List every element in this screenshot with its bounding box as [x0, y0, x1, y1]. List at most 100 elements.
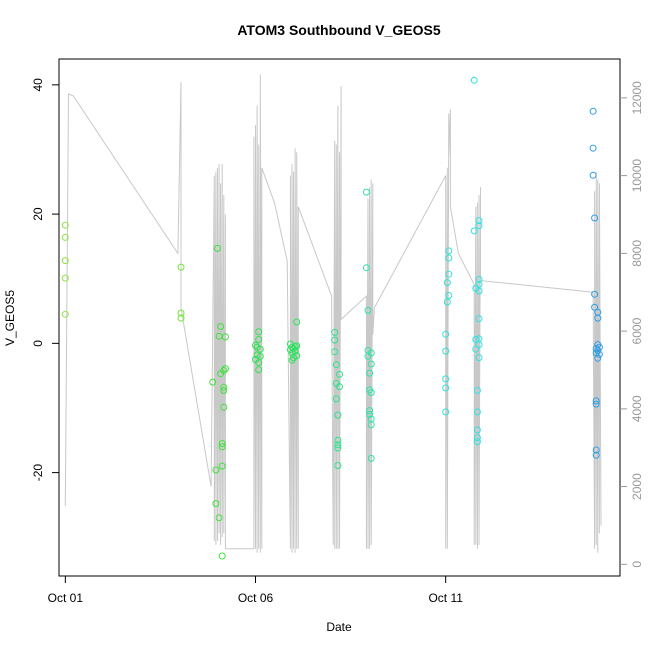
data-point — [177, 309, 185, 317]
data-point — [475, 275, 483, 283]
data-point — [364, 306, 372, 314]
data-point — [443, 298, 451, 306]
y-tick-label: 20 — [31, 207, 45, 221]
data-point — [591, 214, 599, 222]
y2-tick-label: 12000 — [630, 81, 644, 115]
data-point — [470, 227, 478, 235]
data-point — [61, 310, 69, 318]
data-point — [367, 421, 375, 429]
data-point — [362, 264, 370, 272]
data-point — [367, 360, 375, 368]
data-point — [589, 144, 597, 152]
data-point — [253, 351, 261, 359]
data-point — [255, 366, 263, 374]
data-point — [331, 336, 339, 344]
data-point — [475, 315, 483, 323]
data-point — [442, 347, 450, 355]
data-point — [293, 342, 301, 350]
data-point — [445, 292, 453, 299]
data-point — [255, 336, 263, 343]
data-point — [220, 367, 228, 374]
y-axis-label: V_GEOS5 — [3, 290, 17, 346]
x-tick-label: Oct 01 — [48, 591, 84, 605]
data-point — [592, 397, 600, 405]
x-tick-label: Oct 11 — [428, 591, 463, 605]
data-point — [442, 330, 450, 338]
data-point — [255, 359, 263, 367]
x-tick-label: Oct 06 — [238, 591, 274, 605]
data-point — [589, 171, 597, 179]
data-point — [334, 462, 342, 469]
data-point — [331, 328, 339, 336]
data-point — [445, 247, 453, 255]
data-point — [362, 188, 370, 196]
data-point — [334, 441, 342, 449]
y2-axis: 0 2000 4000 6000 8000 10000 12000 — [620, 81, 644, 568]
chart-title: ATOM3 Southbound V_GEOS5 — [237, 22, 440, 38]
data-point — [475, 287, 483, 295]
data-point — [252, 341, 259, 349]
data-point — [591, 290, 599, 298]
data-point — [218, 440, 226, 447]
data-point — [220, 387, 228, 394]
data-point — [592, 400, 600, 408]
data-point — [215, 514, 223, 522]
x-axis: Oct 01 Oct 06 Oct 11 — [48, 576, 463, 605]
data-point — [442, 375, 450, 383]
trace-layer — [64, 74, 602, 553]
data-point — [293, 352, 301, 360]
data-point — [221, 333, 229, 341]
y2-tick-label: 8000 — [630, 240, 644, 267]
data-point — [472, 345, 480, 353]
data-point — [367, 349, 375, 357]
data-point — [256, 345, 264, 353]
data-point — [591, 303, 599, 311]
data-point — [212, 466, 220, 474]
data-point — [366, 410, 374, 418]
data-point — [334, 411, 342, 419]
data-point — [212, 500, 220, 508]
data-point — [475, 217, 483, 225]
data-point — [61, 274, 69, 282]
data-point — [177, 263, 185, 271]
data-point — [61, 221, 69, 229]
data-point — [443, 279, 451, 287]
data-point — [367, 454, 375, 462]
data-point — [473, 438, 481, 446]
data-point — [594, 347, 602, 354]
y-tick-label: 40 — [31, 78, 45, 92]
data-point — [334, 444, 342, 452]
data-point — [589, 107, 597, 115]
data-point — [473, 408, 481, 416]
data-point — [594, 354, 602, 362]
data-point — [61, 257, 69, 265]
y-tick-label: -20 — [31, 464, 45, 482]
data-point — [592, 446, 600, 454]
data-point — [255, 328, 263, 336]
data-point — [470, 76, 478, 84]
data-point — [473, 434, 481, 442]
data-point — [218, 552, 226, 560]
data-point — [331, 348, 339, 356]
data-point — [332, 395, 340, 403]
data-point — [473, 426, 481, 434]
data-point — [595, 350, 603, 358]
y2-tick-label: 2000 — [630, 473, 644, 500]
data-point — [592, 345, 600, 352]
data-point — [256, 352, 264, 360]
data-point — [366, 369, 374, 377]
data-point — [367, 389, 375, 396]
y-axis: -20 0 20 40 — [31, 78, 59, 481]
y-tick-label: 0 — [31, 340, 45, 347]
data-point — [473, 387, 481, 394]
x-axis-label: Date — [326, 620, 352, 634]
data-point — [475, 222, 483, 230]
data-point — [445, 270, 453, 278]
data-point — [218, 462, 226, 470]
data-point — [220, 383, 228, 391]
y2-tick-label: 10000 — [630, 159, 644, 193]
data-point — [217, 323, 225, 330]
data-point — [221, 365, 229, 373]
plot-frame — [58, 58, 621, 577]
